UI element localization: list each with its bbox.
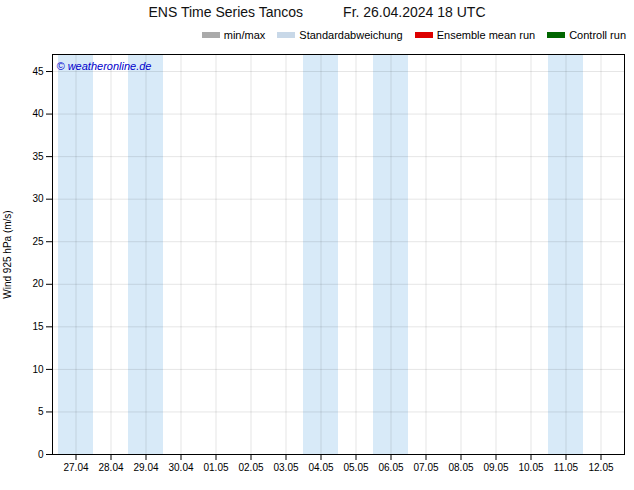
svg-text:© weatheronline.de: © weatheronline.de <box>57 60 152 72</box>
svg-text:45: 45 <box>32 66 44 77</box>
svg-text:5: 5 <box>38 406 44 417</box>
svg-text:01.05: 01.05 <box>203 462 228 473</box>
svg-text:07.05: 07.05 <box>413 462 438 473</box>
svg-text:04.05: 04.05 <box>308 462 333 473</box>
html-text:ENS Time Series Tancos: ENS Time Series Tancos <box>148 4 304 20</box>
svg-text:12.05: 12.05 <box>588 462 613 473</box>
html-text:Fr. 26.04.2024 18 UTC: Fr. 26.04.2024 18 UTC <box>343 4 486 20</box>
svg-text:28.04: 28.04 <box>98 462 123 473</box>
svg-text:09.05: 09.05 <box>483 462 508 473</box>
svg-text:0: 0 <box>38 449 44 460</box>
svg-text:08.05: 08.05 <box>448 462 473 473</box>
svg-text:10: 10 <box>32 364 44 375</box>
svg-text:06.05: 06.05 <box>378 462 403 473</box>
svg-text:10.05: 10.05 <box>518 462 543 473</box>
svg-text:03.05: 03.05 <box>273 462 298 473</box>
svg-text:40: 40 <box>32 108 44 119</box>
svg-text:05.05: 05.05 <box>343 462 368 473</box>
svg-text:15: 15 <box>32 321 44 332</box>
html-text:min/max: min/max <box>223 29 266 41</box>
html-text:Controll run: Controll run <box>569 29 626 41</box>
svg-text:29.04: 29.04 <box>133 462 158 473</box>
svg-text:11.05: 11.05 <box>554 462 579 473</box>
svg-text:30.04: 30.04 <box>168 462 193 473</box>
svg-text:25: 25 <box>32 236 44 247</box>
svg-text:02.05: 02.05 <box>238 462 263 473</box>
svg-text:30: 30 <box>32 193 44 204</box>
html-text:Standardabweichung: Standardabweichung <box>299 29 403 41</box>
svg-text:Wind 925 hPa (m/s): Wind 925 hPa (m/s) <box>2 210 13 298</box>
svg-text:27.04: 27.04 <box>63 462 88 473</box>
svg-text:20: 20 <box>32 278 44 289</box>
html-text:Ensemble mean run: Ensemble mean run <box>436 29 536 41</box>
svg-text:35: 35 <box>32 151 44 162</box>
